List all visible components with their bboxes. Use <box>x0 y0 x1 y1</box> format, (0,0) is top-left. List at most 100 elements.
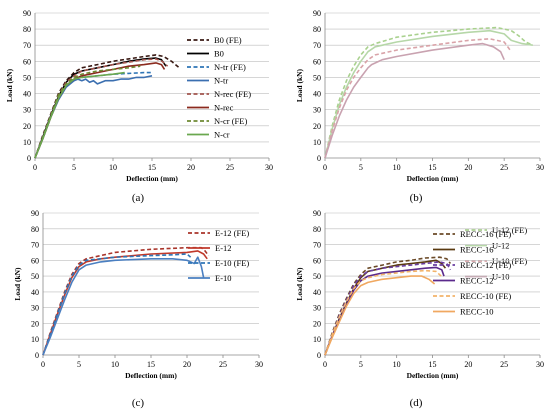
panel-a: 0 10 20 30 40 50 60 70 80 90 0 5 10 15 20 25 30 Deflectio… <box>5 9 273 204</box>
y-tick-label: 50 <box>313 73 321 82</box>
y-tick-label: 20 <box>31 319 39 328</box>
x-tick-label: 30 <box>536 360 544 369</box>
legend-label: RECC-16 (FE) <box>460 229 511 239</box>
x-tick-label: 5 <box>72 163 76 172</box>
y-tick-label: 60 <box>313 256 321 265</box>
y-tick-label: 80 <box>313 225 321 234</box>
y-tick-label: 20 <box>313 122 321 131</box>
series-line <box>324 269 442 356</box>
x-tick-label: 10 <box>393 163 401 172</box>
x-tick-label: 0 <box>323 360 327 369</box>
legend-label: N-tr (FE) <box>214 62 246 72</box>
series-line <box>324 29 533 159</box>
y-tick-label: 60 <box>23 57 31 66</box>
series-line <box>34 71 125 159</box>
y-tick-label: 50 <box>23 73 31 82</box>
series-line <box>324 261 452 356</box>
series-line <box>42 256 205 356</box>
legend-label: E-12 <box>215 243 232 253</box>
y-tick-label: 0 <box>317 351 321 360</box>
series-line <box>324 26 534 159</box>
y-tick-label: 10 <box>31 335 39 344</box>
panel-caption: (c) <box>132 397 145 409</box>
x-axis-title: Deflection (mm) <box>407 174 459 183</box>
y-axis-title: Load (kN) <box>13 267 22 301</box>
panel-c: 0 10 20 30 40 50 60 70 80 90 0 5 10 15 20 25 30 Deflectio… <box>13 209 263 409</box>
series-line <box>34 75 153 159</box>
y-tick-label: 50 <box>313 272 321 281</box>
y-tick-label: 60 <box>313 57 321 66</box>
series-line <box>324 275 436 356</box>
series-line <box>324 37 512 159</box>
x-axis-title: Deflection (mm) <box>125 371 177 380</box>
x-tick-label: 15 <box>148 163 156 172</box>
x-tick-label: 10 <box>393 360 401 369</box>
y-tick-label: 90 <box>313 209 321 218</box>
y-tick-label: 80 <box>313 25 321 34</box>
legend-label: N-rec <box>214 103 234 113</box>
y-tick-label: 0 <box>27 154 31 163</box>
y-tick-label: 10 <box>23 138 31 147</box>
y-tick-label: 10 <box>313 335 321 344</box>
x-tick-label: 30 <box>536 163 544 172</box>
y-axis-title: Load (kN) <box>5 68 14 102</box>
x-tick-label: 20 <box>464 163 472 172</box>
panel-d: 0 10 20 30 40 50 60 70 80 90 0 5 10 15 20 25 30 Deflectio… <box>295 209 544 409</box>
x-tick-label: 5 <box>359 163 363 172</box>
series-line <box>42 246 210 356</box>
x-tick-label: 15 <box>429 360 437 369</box>
legend-label: E-10 (FE) <box>215 258 249 268</box>
x-tick-label: 20 <box>183 360 191 369</box>
legend-label: RECC-12 (FE) <box>460 260 511 270</box>
x-tick-label: 25 <box>226 163 234 172</box>
legend-label: RECC-16 <box>460 245 494 255</box>
y-tick-label: 0 <box>317 154 321 163</box>
y-tick-label: 30 <box>313 304 321 313</box>
x-tick-label: 15 <box>429 163 437 172</box>
y-tick-label: 10 <box>313 138 321 147</box>
y-tick-label: 70 <box>313 41 321 50</box>
series-line <box>34 71 152 159</box>
legend-label: B0 (FE) <box>214 35 242 45</box>
y-tick-label: 50 <box>31 272 39 281</box>
x-tick-label: 25 <box>500 163 508 172</box>
y-tick-label: 40 <box>313 288 321 297</box>
y-tick-label: 90 <box>313 9 321 18</box>
legend-label: U-12 <box>492 241 509 251</box>
legend-label: E-10 <box>215 273 232 283</box>
y-tick-label: 80 <box>23 25 31 34</box>
x-tick-label: 10 <box>111 360 119 369</box>
x-tick-label: 10 <box>109 163 117 172</box>
legend-label: U-10 (FE) <box>492 256 527 266</box>
y-axis-title: Load (kN) <box>295 267 304 301</box>
x-tick-label: 5 <box>77 360 81 369</box>
y-tick-label: 80 <box>31 225 39 234</box>
legend-label: U-10 <box>492 272 509 282</box>
legend-label: N-tr <box>214 76 228 86</box>
legend-label: N-cr (FE) <box>214 116 247 126</box>
y-tick-label: 40 <box>23 90 31 99</box>
x-axis-title: Deflection (mm) <box>407 371 459 380</box>
series-line <box>42 253 192 356</box>
panel-caption: (b) <box>410 192 423 204</box>
x-tick-label: 5 <box>359 360 363 369</box>
panel-caption: (a) <box>132 192 145 204</box>
panel-b: 0 10 20 30 40 50 60 70 80 90 0 5 10 15 20 25 30 Deflectio… <box>295 9 544 282</box>
x-tick-label: 0 <box>33 163 37 172</box>
y-tick-label: 40 <box>31 288 39 297</box>
y-tick-label: 60 <box>31 256 39 265</box>
y-tick-label: 30 <box>23 106 31 115</box>
legend-label: U-12 (FE) <box>492 225 527 235</box>
x-tick-label: 20 <box>187 163 195 172</box>
x-tick-label: 30 <box>255 360 263 369</box>
y-tick-label: 30 <box>31 304 39 313</box>
y-tick-label: 90 <box>23 9 31 18</box>
y-tick-label: 20 <box>313 319 321 328</box>
y-tick-label: 20 <box>23 122 31 131</box>
legend-label: RECC-10 <box>460 307 494 317</box>
x-tick-label: 0 <box>323 163 327 172</box>
x-tick-label: 15 <box>147 360 155 369</box>
legend-label: B0 <box>214 49 224 59</box>
legend-label: RECC-12 <box>460 276 494 286</box>
